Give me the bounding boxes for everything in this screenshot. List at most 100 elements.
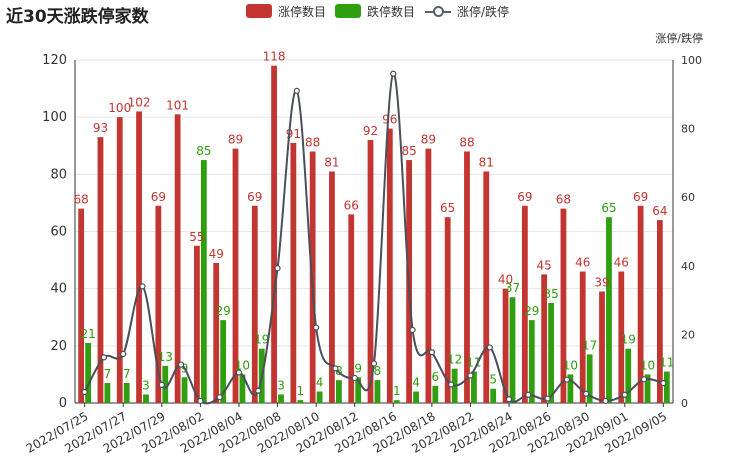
data-label-limit-down: 11 bbox=[466, 356, 481, 370]
legend-label-ratio: 涨停/跌停 bbox=[457, 4, 510, 19]
ratio-point bbox=[177, 361, 185, 368]
ratio-point bbox=[505, 396, 513, 403]
ratio-point bbox=[486, 344, 493, 351]
bar-limit-up bbox=[483, 171, 490, 403]
data-label-limit-up: 118 bbox=[263, 50, 286, 64]
ratio-point bbox=[197, 397, 204, 405]
data-label-limit-down: 11 bbox=[659, 356, 674, 370]
data-label-limit-down: 3 bbox=[142, 378, 150, 392]
ratio-point bbox=[390, 70, 397, 77]
bar-limit-down bbox=[143, 394, 149, 403]
y-tick-right: 80 bbox=[681, 123, 695, 136]
data-label-limit-down: 21 bbox=[80, 327, 95, 341]
ratio-point bbox=[448, 381, 455, 388]
data-label-limit-down: 29 bbox=[524, 304, 539, 318]
data-label-limit-down: 4 bbox=[412, 376, 420, 390]
data-label-limit-up: 66 bbox=[344, 198, 359, 212]
data-label-limit-down: 19 bbox=[621, 333, 636, 347]
data-label-limit-down: 10 bbox=[563, 358, 578, 372]
bar-limit-up bbox=[560, 208, 567, 403]
bar-limit-up bbox=[464, 151, 470, 403]
ratio-point bbox=[583, 390, 590, 397]
y-tick-left: 20 bbox=[50, 339, 67, 354]
y-tick-left: 0 bbox=[59, 396, 67, 411]
bar-limit-down bbox=[567, 374, 574, 403]
bar-limit-down bbox=[374, 380, 381, 403]
data-label-limit-down: 19 bbox=[254, 333, 269, 347]
bar-limit-down bbox=[606, 217, 612, 403]
y-tick-left: 80 bbox=[50, 167, 67, 182]
bar-limit-down bbox=[123, 382, 130, 403]
legend-line-icon bbox=[425, 4, 451, 18]
data-label-limit-down: 6 bbox=[432, 370, 440, 384]
ratio-point bbox=[332, 365, 339, 372]
ratio-point bbox=[370, 360, 378, 367]
bar-limit-down bbox=[85, 342, 92, 403]
ratio-point bbox=[293, 87, 300, 94]
data-label-limit-up: 102 bbox=[128, 95, 151, 109]
data-label-limit-down: 35 bbox=[543, 287, 558, 301]
data-label-limit-up: 45 bbox=[537, 258, 552, 272]
data-label-limit-up: 39 bbox=[594, 276, 609, 290]
bar-limit-up bbox=[136, 111, 142, 403]
bar-limit-down bbox=[335, 380, 342, 403]
data-label-limit-up: 88 bbox=[459, 135, 474, 149]
bar-limit-up bbox=[521, 205, 528, 403]
bar-limit-down bbox=[316, 391, 323, 403]
data-label-limit-down: 37 bbox=[505, 281, 520, 295]
bar-limit-up bbox=[541, 274, 548, 403]
bar-limit-up bbox=[348, 214, 355, 403]
bar-limit-down bbox=[393, 400, 400, 403]
ratio-point bbox=[640, 376, 648, 383]
legend-item-limit-down[interactable]: 跌停数目 bbox=[335, 3, 415, 19]
bar-limit-down bbox=[162, 365, 169, 403]
data-label-limit-up: 96 bbox=[382, 113, 397, 127]
data-label-limit-down: 12 bbox=[447, 353, 462, 367]
bar-limit-down bbox=[663, 371, 670, 403]
data-label-limit-up: 101 bbox=[166, 98, 189, 112]
bar-limit-up bbox=[174, 114, 181, 403]
ratio-point bbox=[100, 354, 108, 361]
data-label-limit-up: 68 bbox=[74, 193, 89, 207]
ratio-point bbox=[313, 324, 320, 331]
ratio-point bbox=[216, 394, 223, 401]
y-tick-left: 40 bbox=[50, 282, 67, 297]
ratio-point bbox=[158, 381, 165, 388]
data-label-limit-up: 88 bbox=[305, 135, 320, 149]
ratio-point bbox=[563, 376, 571, 383]
ratio-point bbox=[81, 388, 88, 396]
bar-limit-up bbox=[637, 205, 644, 403]
y-tick-right: 100 bbox=[681, 54, 702, 67]
ratio-point bbox=[409, 326, 416, 334]
data-label-limit-down: 8 bbox=[374, 364, 382, 378]
data-label-limit-up: 69 bbox=[633, 190, 648, 204]
y-tick-left: 120 bbox=[42, 53, 67, 68]
bar-limit-down bbox=[220, 320, 227, 403]
data-label-limit-down: 17 bbox=[582, 338, 597, 352]
data-label-limit-up: 89 bbox=[228, 133, 243, 147]
bar-limit-up bbox=[194, 245, 200, 403]
bar-limit-up bbox=[367, 140, 374, 404]
data-label-limit-up: 64 bbox=[652, 204, 667, 218]
ratio-point bbox=[525, 391, 532, 398]
data-label-limit-up: 69 bbox=[517, 190, 532, 204]
legend-item-ratio[interactable]: 涨停/跌停 bbox=[425, 3, 509, 19]
ratio-point bbox=[544, 395, 551, 402]
bar-limit-down bbox=[490, 388, 497, 403]
bar-limit-down bbox=[413, 391, 419, 403]
y-tick-left: 60 bbox=[50, 225, 67, 240]
bar-limit-up bbox=[155, 205, 162, 403]
data-label-limit-up: 68 bbox=[556, 193, 571, 207]
data-label-limit-down: 5 bbox=[489, 373, 497, 387]
data-label-limit-up: 46 bbox=[614, 256, 629, 270]
legend-label-limit-down: 跌停数目 bbox=[367, 4, 416, 19]
legend-item-limit-up[interactable]: 涨停数目 bbox=[246, 3, 326, 19]
data-label-limit-up: 81 bbox=[479, 155, 494, 169]
data-label-limit-up: 69 bbox=[247, 190, 262, 204]
y-tick-right: 60 bbox=[681, 191, 695, 204]
data-label-limit-down: 3 bbox=[277, 378, 285, 392]
y-tick-right: 40 bbox=[681, 260, 695, 273]
bar-limit-up bbox=[579, 271, 586, 403]
data-label-limit-up: 46 bbox=[575, 256, 590, 270]
